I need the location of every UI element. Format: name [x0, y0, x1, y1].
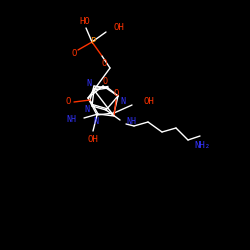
Text: NH₂: NH₂ — [194, 142, 210, 150]
Text: HO: HO — [80, 18, 90, 26]
Text: N: N — [120, 96, 126, 106]
Text: N: N — [84, 104, 89, 114]
Text: OH: OH — [88, 134, 99, 143]
Text: N: N — [94, 116, 98, 126]
Text: P: P — [90, 38, 96, 46]
Text: NH: NH — [126, 118, 136, 126]
Text: N: N — [86, 80, 92, 88]
Text: OH: OH — [114, 22, 125, 32]
Text: NH: NH — [66, 114, 76, 124]
Text: O: O — [102, 76, 108, 86]
Text: O: O — [101, 60, 107, 68]
Text: OH: OH — [144, 98, 155, 106]
Text: O: O — [71, 48, 77, 58]
Text: O: O — [65, 98, 71, 106]
Text: O: O — [113, 90, 119, 98]
